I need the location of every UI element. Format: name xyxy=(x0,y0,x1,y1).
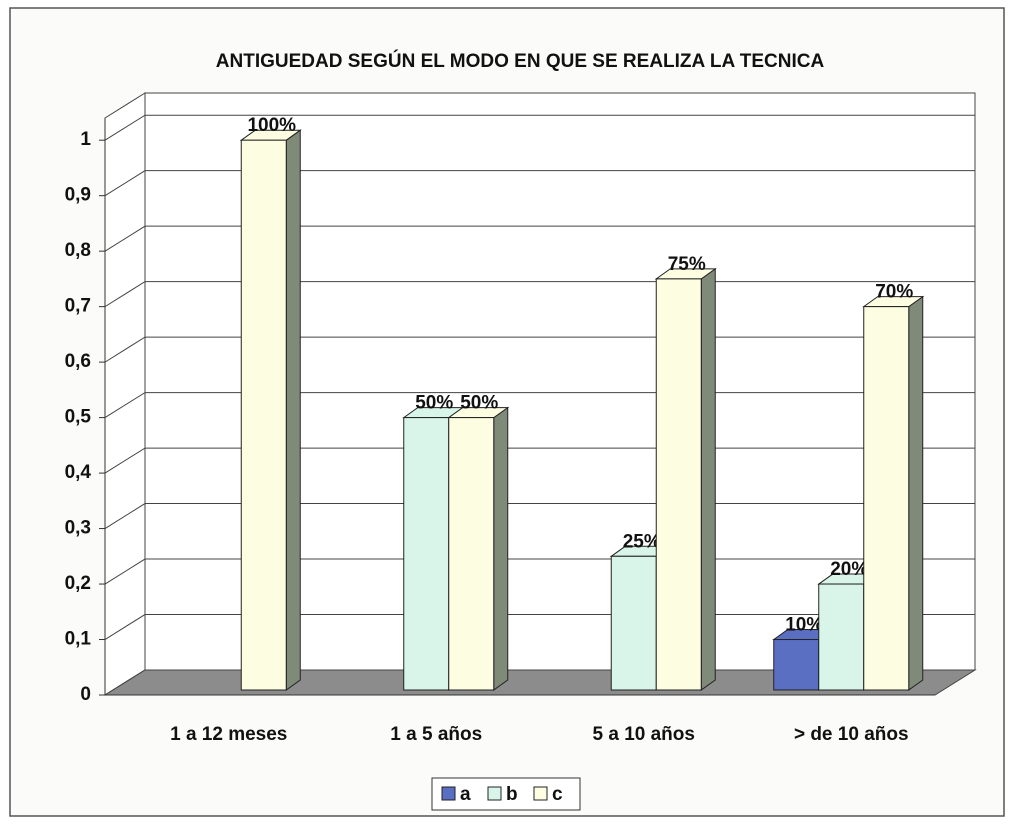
grid-line xyxy=(104,170,975,197)
bar-front xyxy=(818,583,865,691)
bar xyxy=(654,267,717,691)
chart-title: ANTIGUEDAD SEGÚN EL MODO EN QUE SE REALI… xyxy=(216,50,825,72)
bar xyxy=(447,406,510,691)
bar-side xyxy=(700,267,716,691)
x-tick-label: 1 a 12 meses xyxy=(170,724,287,745)
bar xyxy=(862,295,925,691)
bar-front xyxy=(448,417,495,691)
data-label: 10% xyxy=(785,615,823,636)
bar xyxy=(239,129,302,691)
x-tick-label: > de 10 años xyxy=(794,724,909,745)
bar-front xyxy=(655,278,702,691)
bar-side xyxy=(493,406,509,691)
data-label: 70% xyxy=(875,282,913,303)
bar-front xyxy=(863,306,910,691)
y-tick-label: 0,6 xyxy=(65,351,91,372)
data-label: 25% xyxy=(623,531,661,552)
legend-label: a xyxy=(460,784,471,805)
bar-side xyxy=(908,295,924,691)
legend-swatch xyxy=(441,786,456,801)
bar-front xyxy=(403,417,450,691)
bar-front xyxy=(240,139,287,691)
legend-swatch xyxy=(487,786,502,801)
y-tick-label: 1 xyxy=(80,129,91,150)
y-tick-label: 0,4 xyxy=(65,462,92,483)
x-tick-label: 5 a 10 años xyxy=(593,724,695,745)
y-tick-label: 0,3 xyxy=(65,518,91,539)
legend: a b c xyxy=(431,777,581,811)
y-tick-label: 0,2 xyxy=(65,573,91,594)
x-tick-label: 1 a 5 años xyxy=(390,724,482,745)
data-label: 50% xyxy=(460,393,498,414)
y-tick-label: 0,7 xyxy=(65,296,91,317)
data-label: 20% xyxy=(830,559,868,580)
y-tick-label: 0,5 xyxy=(65,407,92,428)
y-tick-label: 0 xyxy=(80,684,91,705)
y-tick-label: 0,9 xyxy=(65,185,91,206)
grid-line xyxy=(104,114,975,141)
data-label: 75% xyxy=(668,254,706,275)
grid-line xyxy=(104,225,975,252)
legend-label: b xyxy=(506,784,518,805)
legend-box xyxy=(431,777,581,811)
bar-front xyxy=(773,639,820,691)
legend-label: c xyxy=(552,784,563,805)
bar-side xyxy=(285,129,301,691)
data-label: 100% xyxy=(247,115,296,136)
y-tick-label: 0,1 xyxy=(65,629,92,650)
bar-front xyxy=(610,555,657,691)
legend-swatch xyxy=(533,786,548,801)
data-label: 50% xyxy=(415,393,453,414)
y-tick-label: 0,8 xyxy=(65,240,91,261)
